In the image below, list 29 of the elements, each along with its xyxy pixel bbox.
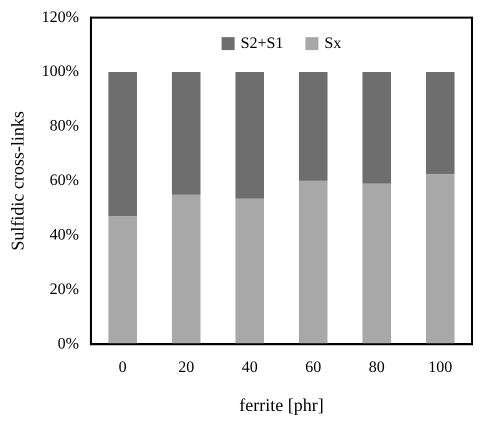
x-tick-label: 20: [178, 359, 194, 376]
legend-label: Sx: [324, 34, 342, 52]
x-tick-label: 0: [118, 359, 127, 376]
bar: [235, 198, 264, 344]
bar: [362, 72, 392, 184]
x-tick-label: 40: [242, 359, 258, 376]
y-tick-label: 20%: [50, 280, 79, 298]
y-tick-label: 80%: [50, 118, 79, 135]
x-tick-label: 60: [305, 359, 322, 376]
bar: [108, 216, 137, 344]
y-tick-label: 0%: [58, 335, 79, 352]
x-tick-label: 80: [368, 359, 385, 376]
bar: [362, 184, 392, 344]
bar: [108, 72, 137, 216]
y-tick-label: 120%: [42, 8, 79, 26]
bar: [426, 174, 455, 344]
y-tick-label: 40%: [50, 226, 79, 244]
legend-label: S2+S1: [240, 34, 284, 52]
bar: [172, 72, 200, 195]
bar: [172, 194, 200, 344]
y-axis-title: Sulfidic cross-links: [8, 111, 28, 251]
y-tick-label: 60%: [50, 172, 79, 190]
bar: [235, 72, 264, 199]
x-tick-label: 100: [428, 359, 452, 376]
bar: [298, 72, 328, 181]
x-axis-title: ferrite [phr]: [239, 394, 324, 415]
y-tick-label: 100%: [42, 63, 79, 80]
bar: [298, 180, 328, 344]
bar: [426, 72, 455, 174]
